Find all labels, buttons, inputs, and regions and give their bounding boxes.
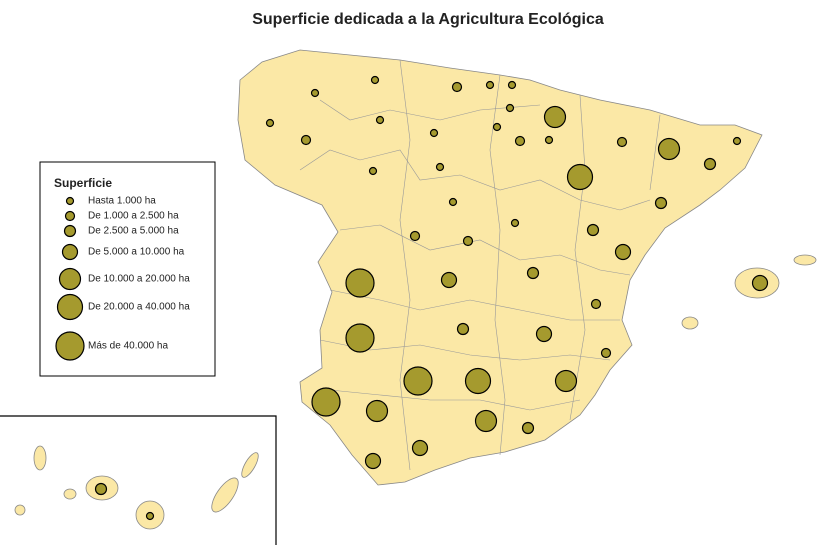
peninsula: [237, 49, 763, 486]
legend-symbol: [64, 210, 76, 222]
province-symbol: [456, 322, 470, 336]
province-symbol: [590, 298, 602, 310]
island: [33, 445, 47, 471]
province-symbol: [586, 223, 600, 237]
map-title: Superficie dedicada a la Agricultura Eco…: [252, 11, 604, 28]
province-symbol: [535, 325, 553, 343]
province-symbol: [403, 366, 433, 396]
province-symbol: [435, 162, 445, 172]
province-symbol: [440, 271, 458, 289]
island: [14, 504, 26, 516]
province-symbol: [345, 268, 375, 298]
province-symbol: [614, 243, 632, 261]
province-symbol: [448, 197, 458, 207]
province-symbol: [507, 80, 517, 90]
province-symbol: [94, 482, 108, 496]
legend-symbol: [55, 331, 85, 361]
legend-symbol: [65, 196, 75, 206]
province-symbol: [510, 218, 520, 228]
menorca: [793, 254, 817, 266]
legend-label: Más de 40.000 ha: [88, 341, 168, 352]
province-symbol: [345, 323, 375, 353]
province-symbol: [474, 409, 498, 433]
symbols: [94, 75, 769, 521]
legend-label: De 2.500 a 5.000 ha: [88, 226, 179, 237]
province-symbol: [364, 452, 382, 470]
province-symbol: [451, 81, 463, 93]
province-symbol: [370, 75, 380, 85]
province-symbol: [554, 369, 578, 393]
province-symbol: [566, 163, 594, 191]
legend-symbol: [56, 293, 84, 321]
province-symbol: [429, 128, 439, 138]
province-symbol: [521, 421, 535, 435]
province-symbol: [751, 274, 769, 292]
province-symbol: [514, 135, 526, 147]
province-borders: [299, 59, 661, 471]
province-symbol: [600, 347, 612, 359]
province-symbol: [544, 135, 554, 145]
island: [211, 477, 239, 513]
province-symbol: [375, 115, 385, 125]
legend-label: De 10.000 a 20.000 ha: [88, 274, 190, 285]
legend-symbol: [58, 267, 82, 291]
province-symbol: [300, 134, 312, 146]
legend-title: Superficie: [54, 176, 112, 190]
legend-label: De 5.000 a 10.000 ha: [88, 247, 185, 258]
province-symbol: [485, 80, 495, 90]
inset-frame: [0, 415, 277, 545]
ibiza: [681, 316, 699, 330]
province-symbol: [265, 118, 275, 128]
province-symbol: [365, 399, 389, 423]
province-symbol: [654, 196, 668, 210]
province-symbol: [543, 105, 567, 129]
province-symbol: [526, 266, 540, 280]
province-symbol: [703, 157, 717, 171]
legend-label: De 20.000 a 40.000 ha: [88, 302, 190, 313]
province-symbol: [310, 88, 320, 98]
island: [241, 452, 259, 478]
legend-symbol: [61, 243, 79, 261]
legend-label: Hasta 1.000 ha: [88, 196, 156, 207]
legend-label: De 1.000 a 2.500 ha: [88, 211, 179, 222]
province-symbol: [462, 235, 474, 247]
province-symbol: [505, 103, 515, 113]
province-symbol: [411, 439, 429, 457]
island: [63, 488, 77, 500]
province-symbol: [368, 166, 378, 176]
province-symbol: [616, 136, 628, 148]
province-symbol: [657, 137, 681, 161]
legend-symbol: [63, 224, 77, 238]
province-symbol: [492, 122, 502, 132]
province-symbol: [732, 136, 742, 146]
province-symbol: [311, 387, 341, 417]
province-symbol: [409, 230, 421, 242]
province-symbol: [464, 367, 492, 395]
legend: Hasta 1.000 ha De 1.000 a 2.500 ha De 2.50…: [55, 196, 190, 361]
province-symbol: [145, 511, 155, 521]
